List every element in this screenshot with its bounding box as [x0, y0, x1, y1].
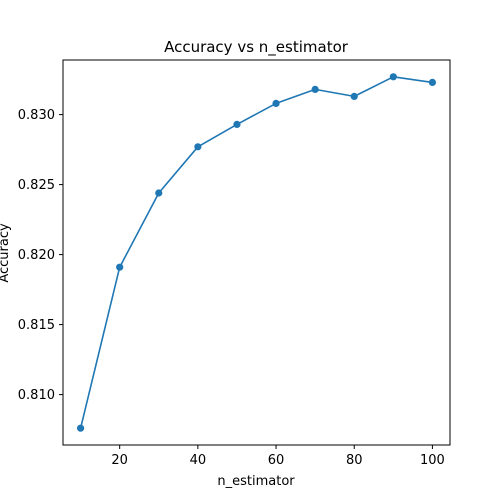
- data-point: [76, 424, 85, 432]
- series-line: [79, 76, 434, 430]
- axes-frame: [62, 59, 451, 446]
- plot-area: 20 40 60 80 100 0.810 0.815 0.820 0.825 0.830: [18, 59, 451, 468]
- x-axis-label: n_estimator: [217, 474, 295, 489]
- data-point: [389, 73, 397, 81]
- chart-title: Accuracy vs n_estimator: [164, 38, 349, 57]
- data-point: [272, 99, 280, 107]
- data-point: [311, 85, 319, 93]
- y-tick-label: 0.830: [18, 108, 55, 123]
- data-point: [155, 189, 163, 197]
- y-tick-label: 0.820: [18, 248, 55, 263]
- y-tick-label: 0.825: [18, 178, 55, 193]
- x-tick-label: 100: [420, 453, 445, 468]
- y-tick-label: 0.810: [18, 388, 55, 403]
- data-point: [194, 143, 202, 151]
- data-point: [350, 92, 358, 100]
- data-point: [428, 78, 437, 86]
- x-tick-label: 20: [111, 453, 128, 468]
- y-tick-label: 0.815: [18, 318, 55, 333]
- data-point: [116, 263, 124, 271]
- y-axis-label: Accuracy: [0, 223, 12, 283]
- data-point: [233, 120, 241, 128]
- x-tick-label: 80: [346, 453, 363, 468]
- x-tick-label: 60: [268, 453, 285, 468]
- x-tick-label: 40: [190, 453, 207, 468]
